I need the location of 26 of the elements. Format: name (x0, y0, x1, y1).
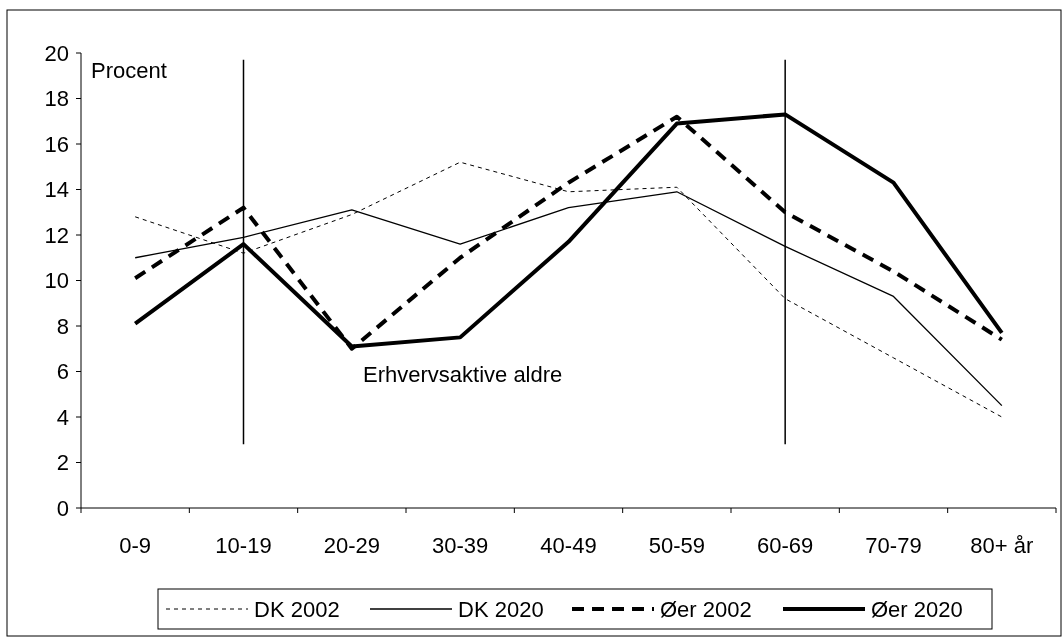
y-tick-label: 8 (56, 313, 69, 339)
x-tick-label: 0-9 (119, 532, 152, 558)
x-tick-label: 50-59 (648, 532, 705, 558)
y-tick-label: 20 (44, 40, 69, 66)
y-tick-label: 2 (56, 450, 69, 476)
x-tick-label: 60-69 (757, 532, 814, 558)
y-tick-label: 0 (56, 495, 69, 521)
legend-label: DK 2002 (254, 596, 340, 622)
legend-label: DK 2020 (458, 596, 544, 622)
x-tick-label: 70-79 (865, 532, 922, 558)
annotation: Erhvervsaktive aldre (363, 362, 563, 387)
legend-label: Øer 2020 (871, 596, 963, 622)
y-tick-label: 12 (44, 222, 69, 248)
x-tick-label: 20-29 (323, 532, 380, 558)
x-tick-label: 10-19 (215, 532, 272, 558)
y-tick-label: 6 (56, 359, 69, 385)
x-tick-label: 80+ år (970, 532, 1034, 558)
x-tick-label: 40-49 (540, 532, 597, 558)
legend-label: Øer 2002 (660, 596, 752, 622)
y-tick-label: 4 (56, 404, 69, 430)
y-axis-title: Procent (91, 58, 167, 83)
x-tick-label: 30-39 (432, 532, 489, 558)
y-tick-label: 10 (44, 268, 69, 294)
y-tick-label: 18 (44, 86, 69, 112)
y-tick-label: 14 (44, 177, 69, 203)
y-tick-label: 16 (44, 131, 69, 157)
